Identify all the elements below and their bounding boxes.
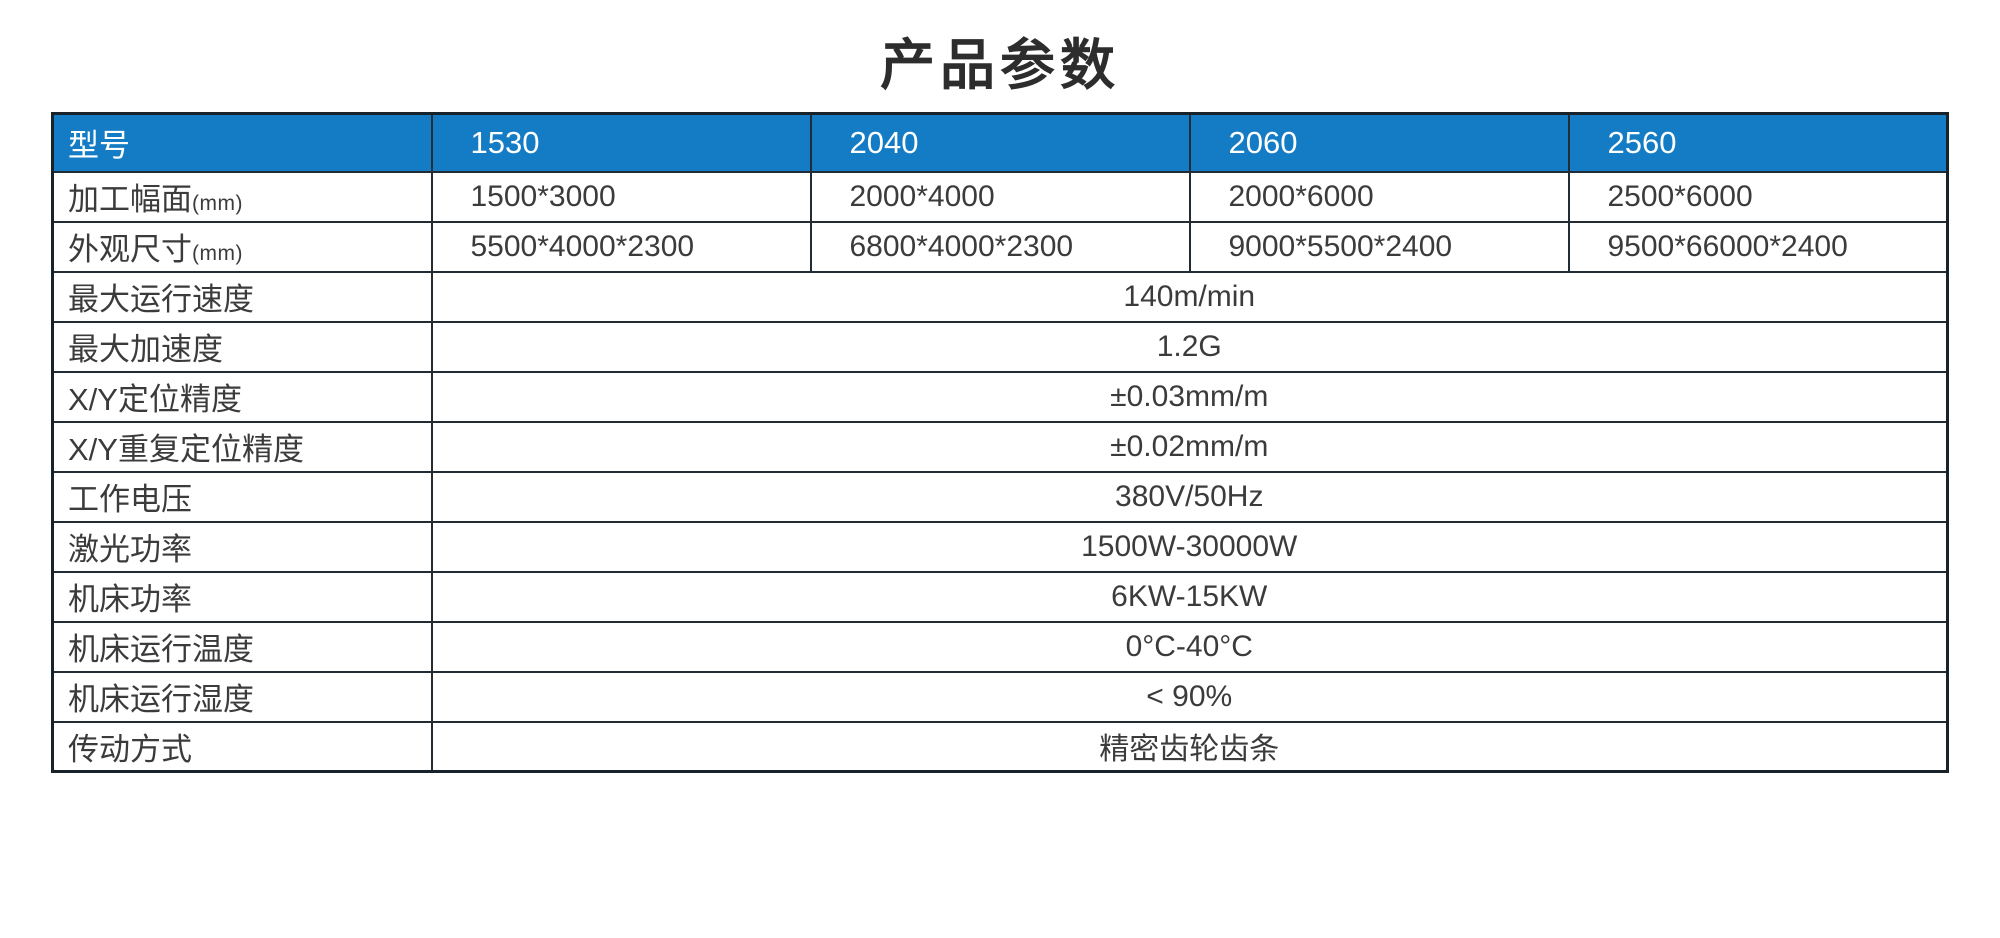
header-model-1: 1530 bbox=[430, 112, 812, 173]
header-model-2: 2040 bbox=[809, 112, 1191, 173]
spec-label-cell: X/Y重复定位精度 bbox=[51, 420, 433, 473]
page-title: 产品参数 bbox=[879, 34, 1120, 96]
spec-label-cell: 机床运行湿度 bbox=[51, 670, 433, 723]
spec-unit: (mm) bbox=[192, 192, 243, 215]
spec-value-cell: 380V/50Hz bbox=[430, 470, 1949, 523]
spec-label-cell: 激光功率 bbox=[51, 520, 433, 573]
table-row: 激光功率 1500W-30000W bbox=[51, 520, 1949, 573]
product-spec-table: 型号 1530 2040 2060 2560 加工幅面(mm) 1500*300… bbox=[51, 112, 1949, 773]
spec-label: 外观尺寸 bbox=[68, 232, 192, 267]
table-row: 机床运行温度 0°C-40°C bbox=[51, 620, 1949, 673]
spec-label-cell: 最大运行速度 bbox=[51, 270, 433, 323]
spec-value-cell: 5500*4000*2300 bbox=[430, 220, 812, 273]
spec-label-cell: 机床运行温度 bbox=[51, 620, 433, 673]
spec-label-cell: 机床功率 bbox=[51, 570, 433, 623]
spec-value-cell: 2500*6000 bbox=[1567, 170, 1949, 223]
spec-value-cell: 6KW-15KW bbox=[430, 570, 1949, 623]
header-model-3: 2060 bbox=[1188, 112, 1570, 173]
spec-value-cell: 精密齿轮齿条 bbox=[430, 720, 1949, 773]
table-row: X/Y重复定位精度 ±0.02mm/m bbox=[51, 420, 1949, 473]
spec-value-cell: 1500*3000 bbox=[430, 170, 812, 223]
table-row: X/Y定位精度 ±0.03mm/m bbox=[51, 370, 1949, 423]
spec-value-cell: 9500*66000*2400 bbox=[1567, 220, 1949, 273]
spec-value-cell: ±0.02mm/m bbox=[430, 420, 1949, 473]
spec-value-cell: 2000*6000 bbox=[1188, 170, 1570, 223]
spec-value-cell: 2000*4000 bbox=[809, 170, 1191, 223]
header-model-4: 2560 bbox=[1567, 112, 1949, 173]
spec-value-cell: 0°C-40°C bbox=[430, 620, 1949, 673]
spec-label: 加工幅面 bbox=[68, 182, 192, 217]
table-row: 加工幅面(mm) 1500*3000 2000*4000 2000*6000 2… bbox=[51, 170, 1949, 223]
table-row: 最大运行速度 140m/min bbox=[51, 270, 1949, 323]
spec-value-cell: < 90% bbox=[430, 670, 1949, 723]
table-row: 机床运行湿度 < 90% bbox=[51, 670, 1949, 723]
spec-value-cell: 9000*5500*2400 bbox=[1188, 220, 1570, 273]
spec-label-cell: 外观尺寸(mm) bbox=[51, 220, 433, 273]
table-row: 机床功率 6KW-15KW bbox=[51, 570, 1949, 623]
spec-value-cell: 1.2G bbox=[430, 320, 1949, 373]
spec-value-cell: 1500W-30000W bbox=[430, 520, 1949, 573]
spec-value-cell: 6800*4000*2300 bbox=[809, 220, 1191, 273]
table-row: 工作电压 380V/50Hz bbox=[51, 470, 1949, 523]
spec-value-cell: ±0.03mm/m bbox=[430, 370, 1949, 423]
header-model-label: 型号 bbox=[51, 112, 433, 173]
spec-label-cell: 传动方式 bbox=[51, 720, 433, 773]
spec-value-cell: 140m/min bbox=[430, 270, 1949, 323]
table-row: 传动方式 精密齿轮齿条 bbox=[51, 720, 1949, 773]
spec-unit: (mm) bbox=[192, 242, 243, 265]
spec-label-cell: X/Y定位精度 bbox=[51, 370, 433, 423]
spec-label-cell: 最大加速度 bbox=[51, 320, 433, 373]
spec-label-cell: 加工幅面(mm) bbox=[51, 170, 433, 223]
spec-label-cell: 工作电压 bbox=[51, 470, 433, 523]
table-row: 外观尺寸(mm) 5500*4000*2300 6800*4000*2300 9… bbox=[51, 220, 1949, 273]
table-header-row: 型号 1530 2040 2060 2560 bbox=[51, 112, 1949, 173]
table-row: 最大加速度 1.2G bbox=[51, 320, 1949, 373]
